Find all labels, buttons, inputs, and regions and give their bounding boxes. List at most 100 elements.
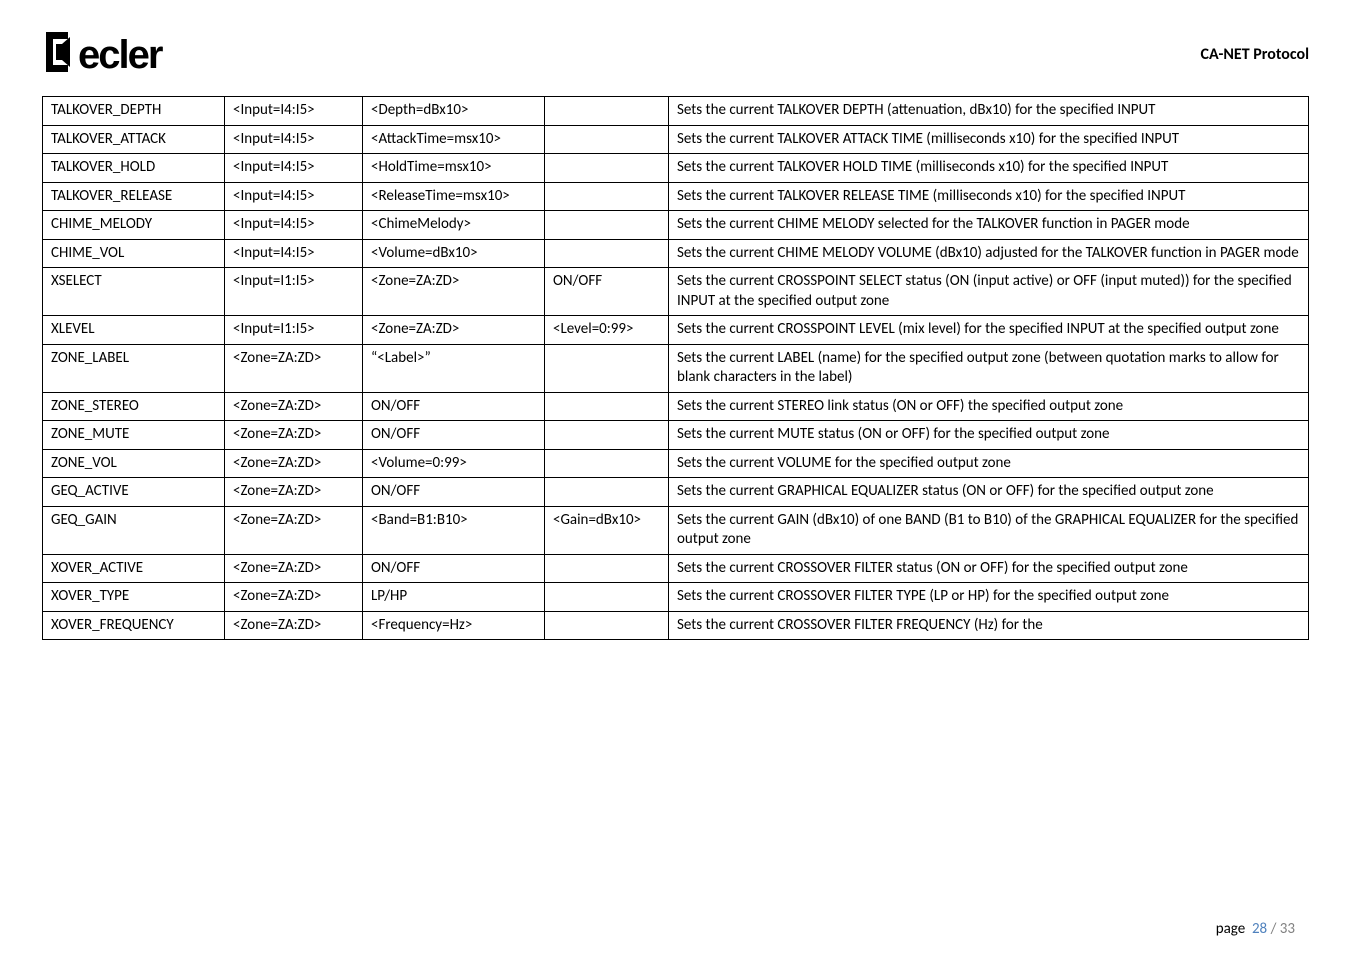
table-cell: CHIME_VOL: [43, 239, 225, 268]
table-row: XLEVEL<Input=I1:I5><Zone=ZA:ZD><Level=0:…: [43, 316, 1309, 345]
table-row: TALKOVER_HOLD<Input=I4:I5><HoldTime=msx1…: [43, 154, 1309, 183]
brand-logo-icon: ecler: [42, 26, 242, 82]
table-row: GEQ_GAIN<Zone=ZA:ZD><Band=B1:B10><Gain=d…: [43, 506, 1309, 554]
table-cell: <Input=I4:I5>: [225, 182, 363, 211]
table-cell: <ReleaseTime=msx10>: [363, 182, 545, 211]
table-row: XOVER_TYPE<Zone=ZA:ZD>LP/HPSets the curr…: [43, 583, 1309, 612]
table-cell: <Input=I4:I5>: [225, 211, 363, 240]
table-cell: XOVER_TYPE: [43, 583, 225, 612]
table-cell: Sets the current MUTE status (ON or OFF)…: [669, 421, 1309, 450]
table-cell: Sets the current CHIME MELODY selected f…: [669, 211, 1309, 240]
table-cell: Sets the current GAIN (dBx10) of one BAN…: [669, 506, 1309, 554]
table-row: TALKOVER_DEPTH<Input=I4:I5><Depth=dBx10>…: [43, 97, 1309, 126]
table-cell: <Input=I4:I5>: [225, 125, 363, 154]
brand-logo: ecler: [42, 26, 242, 82]
table-cell: <Input=I1:I5>: [225, 268, 363, 316]
table-cell: ZONE_VOL: [43, 449, 225, 478]
table-row: CHIME_MELODY<Input=I4:I5><ChimeMelody> Se…: [43, 211, 1309, 240]
table-cell: Sets the current TALKOVER ATTACK TIME (m…: [669, 125, 1309, 154]
table-cell: <Zone=ZA:ZD>: [225, 392, 363, 421]
table-cell: <Zone=ZA:ZD>: [225, 554, 363, 583]
table-cell: “<Label>”: [363, 344, 545, 392]
table-cell: [545, 478, 669, 507]
protocol-table-wrap: TALKOVER_DEPTH<Input=I4:I5><Depth=dBx10>…: [42, 96, 1309, 640]
table-row: XOVER_FREQUENCY<Zone=ZA:ZD><Frequency=Hz…: [43, 611, 1309, 640]
table-cell: <Zone=ZA:ZD>: [225, 344, 363, 392]
table-cell: Sets the current TALKOVER DEPTH (attenua…: [669, 97, 1309, 126]
table-row: ZONE_MUTE<Zone=ZA:ZD>ON/OFF Sets the curr…: [43, 421, 1309, 450]
table-cell: ON/OFF: [545, 268, 669, 316]
table-cell: Sets the current CHIME MELODY VOLUME (dB…: [669, 239, 1309, 268]
table-cell: Sets the current CROSSOVER FILTER TYPE (…: [669, 583, 1309, 612]
table-cell: Sets the current VOLUME for the specifie…: [669, 449, 1309, 478]
table-cell: <Band=B1:B10>: [363, 506, 545, 554]
page: ecler CA-NET Protocol TALKOVER_DEPTH<Inp…: [0, 0, 1351, 954]
footer-page-current: 28: [1252, 920, 1267, 938]
table-cell: Sets the current TALKOVER HOLD TIME (mil…: [669, 154, 1309, 183]
table-cell: ZONE_STEREO: [43, 392, 225, 421]
page-header: ecler CA-NET Protocol: [42, 18, 1309, 90]
table-cell: [545, 182, 669, 211]
table-row: ZONE_STEREO<Zone=ZA:ZD>ON/OFF Sets the cu…: [43, 392, 1309, 421]
table-cell: Sets the current LABEL (name) for the sp…: [669, 344, 1309, 392]
table-cell: XLEVEL: [43, 316, 225, 345]
svg-text:ecler: ecler: [78, 33, 163, 77]
table-cell: [545, 421, 669, 450]
table-cell: [545, 611, 669, 640]
table-cell: Sets the current CROSSOVER FILTER status…: [669, 554, 1309, 583]
table-cell: <Frequency=Hz>: [363, 611, 545, 640]
table-cell: <Zone=ZA:ZD>: [225, 506, 363, 554]
table-cell: GEQ_GAIN: [43, 506, 225, 554]
table-cell: [545, 344, 669, 392]
table-cell: ON/OFF: [363, 554, 545, 583]
table-cell: Sets the current CROSSPOINT SELECT statu…: [669, 268, 1309, 316]
table-row: XOVER_ACTIVE<Zone=ZA:ZD>ON/OFF Sets the c…: [43, 554, 1309, 583]
footer-page-slash: /: [1271, 920, 1277, 938]
document-title: CA-NET Protocol: [1201, 45, 1310, 64]
table-row: TALKOVER_RELEASE<Input=I4:I5><ReleaseTim…: [43, 182, 1309, 211]
table-cell: [545, 211, 669, 240]
table-cell: <Volume=dBx10>: [363, 239, 545, 268]
table-cell: Sets the current CROSSOVER FILTER FREQUE…: [669, 611, 1309, 640]
table-cell: TALKOVER_RELEASE: [43, 182, 225, 211]
table-cell: [545, 554, 669, 583]
table-row: CHIME_VOL<Input=I4:I5><Volume=dBx10>Sets…: [43, 239, 1309, 268]
table-cell: <Zone=ZA:ZD>: [225, 449, 363, 478]
table-cell: XOVER_ACTIVE: [43, 554, 225, 583]
table-row: ZONE_VOL<Zone=ZA:ZD><Volume=0:99> Sets th…: [43, 449, 1309, 478]
table-cell: [545, 97, 669, 126]
table-cell: <Zone=ZA:ZD>: [225, 583, 363, 612]
footer-label: page: [1216, 920, 1245, 938]
table-cell: [545, 125, 669, 154]
table-cell: <Gain=dBx10>: [545, 506, 669, 554]
table-cell: <AttackTime=msx10>: [363, 125, 545, 154]
table-cell: <Zone=ZA:ZD>: [225, 421, 363, 450]
table-cell: <HoldTime=msx10>: [363, 154, 545, 183]
table-cell: Sets the current STEREO link status (ON …: [669, 392, 1309, 421]
table-cell: Sets the current GRAPHICAL EQUALIZER sta…: [669, 478, 1309, 507]
page-footer: page 28 / 33: [1216, 920, 1295, 938]
table-cell: ON/OFF: [363, 421, 545, 450]
table-cell: <Zone=ZA:ZD>: [363, 268, 545, 316]
table-cell: XSELECT: [43, 268, 225, 316]
table-cell: [545, 392, 669, 421]
table-cell: ZONE_LABEL: [43, 344, 225, 392]
table-cell: <ChimeMelody>: [363, 211, 545, 240]
table-cell: ON/OFF: [363, 478, 545, 507]
table-cell: GEQ_ACTIVE: [43, 478, 225, 507]
table-cell: [545, 583, 669, 612]
table-row: XSELECT<Input=I1:I5><Zone=ZA:ZD>ON/OFFSe…: [43, 268, 1309, 316]
table-cell: <Input=I4:I5>: [225, 154, 363, 183]
table-cell: ZONE_MUTE: [43, 421, 225, 450]
footer-page-total-value: 33: [1280, 920, 1295, 938]
table-cell: <Input=I4:I5>: [225, 97, 363, 126]
table-cell: [545, 239, 669, 268]
table-cell: CHIME_MELODY: [43, 211, 225, 240]
table-cell: [545, 449, 669, 478]
table-cell: [545, 154, 669, 183]
protocol-table: TALKOVER_DEPTH<Input=I4:I5><Depth=dBx10>…: [42, 96, 1309, 640]
table-cell: <Volume=0:99>: [363, 449, 545, 478]
table-cell: <Zone=ZA:ZD>: [363, 316, 545, 345]
table-cell: TALKOVER_DEPTH: [43, 97, 225, 126]
table-cell: ON/OFF: [363, 392, 545, 421]
